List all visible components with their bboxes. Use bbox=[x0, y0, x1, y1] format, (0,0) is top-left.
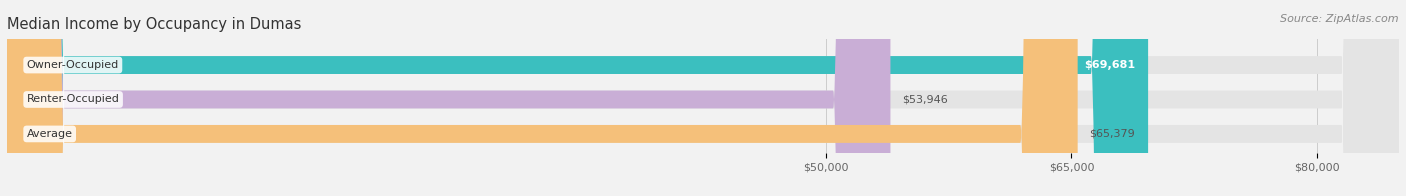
FancyBboxPatch shape bbox=[7, 0, 1149, 196]
Text: Median Income by Occupancy in Dumas: Median Income by Occupancy in Dumas bbox=[7, 17, 301, 33]
Text: Renter-Occupied: Renter-Occupied bbox=[27, 94, 120, 104]
Text: $53,946: $53,946 bbox=[901, 94, 948, 104]
FancyBboxPatch shape bbox=[7, 0, 1399, 196]
FancyBboxPatch shape bbox=[7, 0, 1399, 196]
Text: Average: Average bbox=[27, 129, 73, 139]
Text: $65,379: $65,379 bbox=[1090, 129, 1135, 139]
FancyBboxPatch shape bbox=[7, 0, 890, 196]
FancyBboxPatch shape bbox=[7, 0, 1077, 196]
Text: Owner-Occupied: Owner-Occupied bbox=[27, 60, 120, 70]
Text: $69,681: $69,681 bbox=[1084, 60, 1135, 70]
Text: Source: ZipAtlas.com: Source: ZipAtlas.com bbox=[1281, 14, 1399, 24]
FancyBboxPatch shape bbox=[7, 0, 1399, 196]
